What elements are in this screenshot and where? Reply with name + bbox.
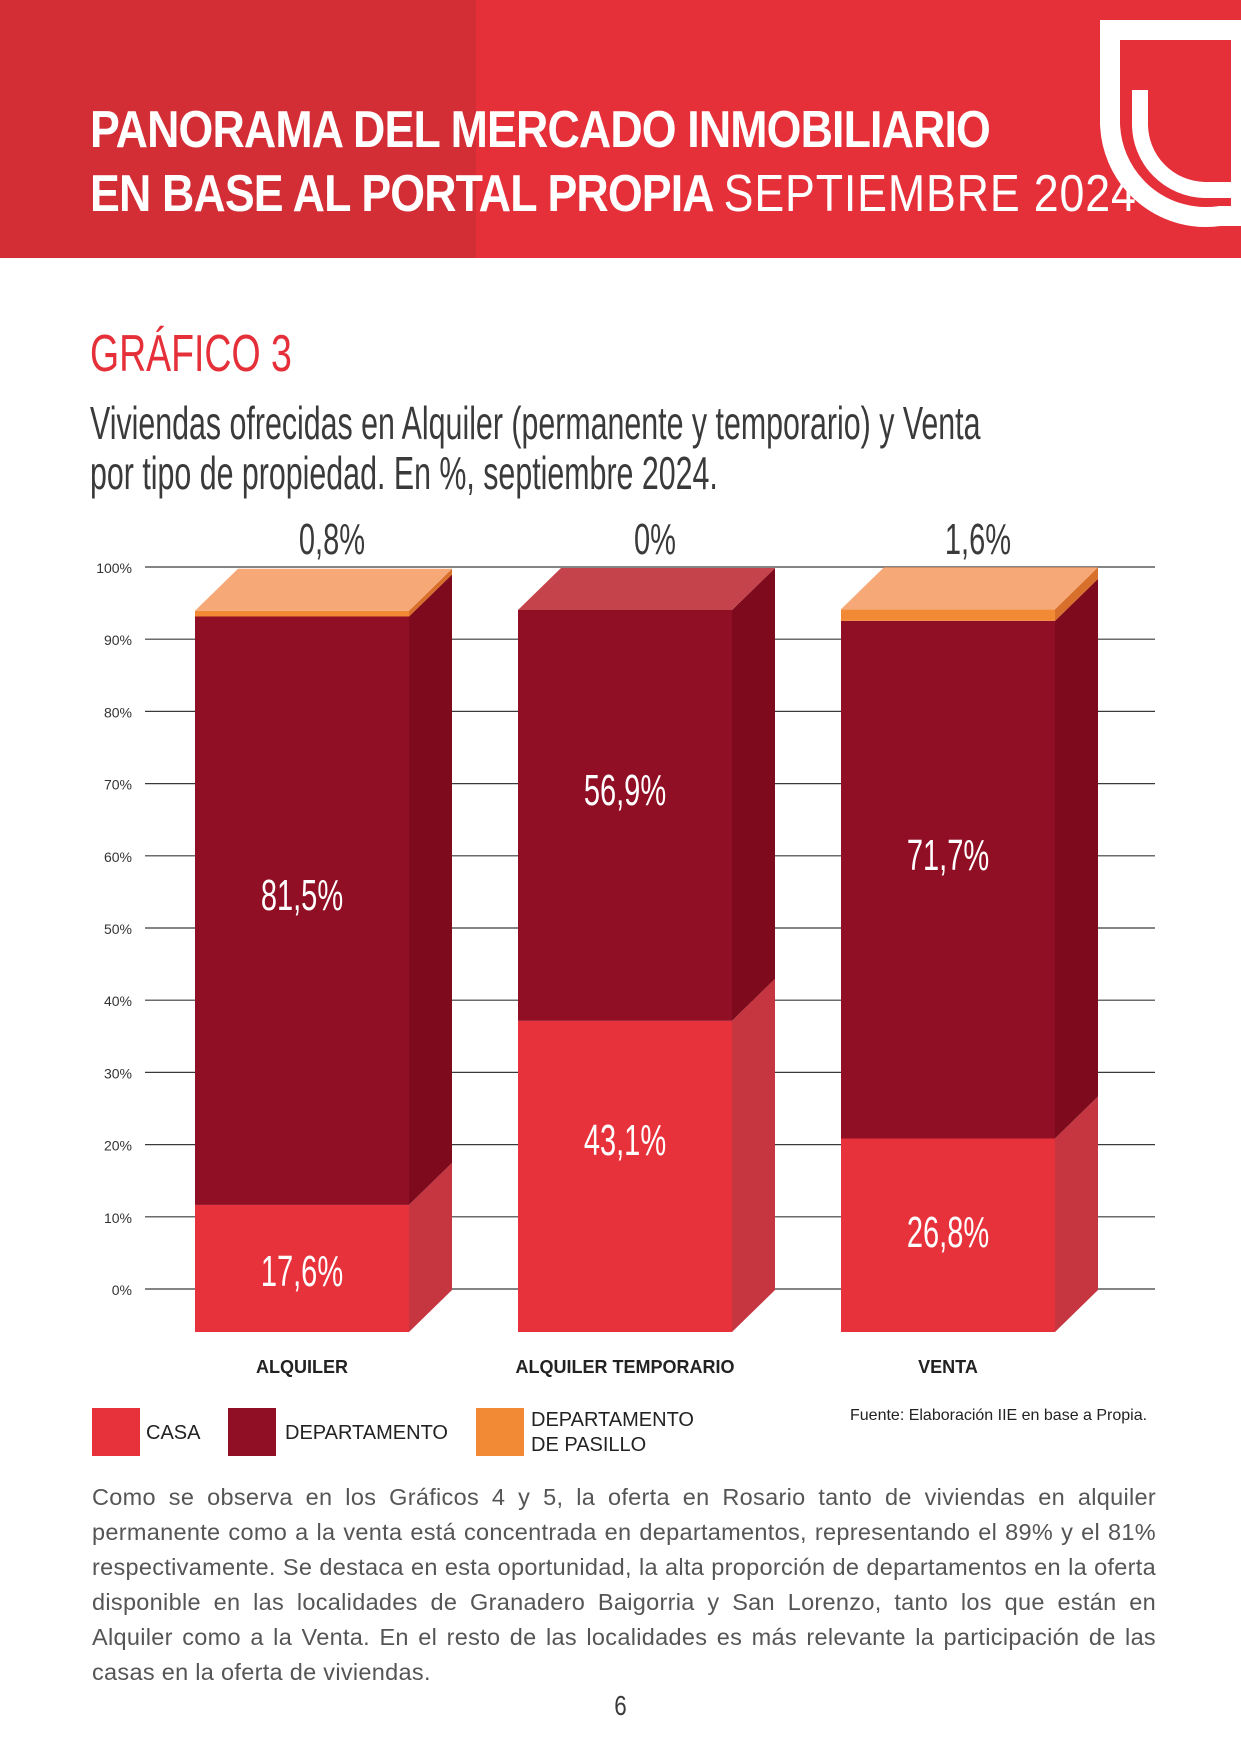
source-note: Fuente: Elaboración IIE en base a Propia… xyxy=(850,1407,1148,1424)
legend-swatch-casa xyxy=(92,1408,140,1456)
data-label: 26,8% xyxy=(907,1207,989,1257)
header-title-line2-text: EN BASE AL PORTAL PROPIA xyxy=(90,165,713,223)
bar-departamento-de-pasillo-venta xyxy=(841,609,1055,621)
header-title-line1: PANORAMA DEL MERCADO INMOBILIARIO xyxy=(90,101,991,159)
bar-side-casa xyxy=(409,1162,452,1332)
y-tick-label: 20% xyxy=(104,1138,132,1154)
y-tick-label: 100% xyxy=(96,560,132,576)
data-label: 1,6% xyxy=(945,514,1011,564)
x-category-label: VENTA xyxy=(918,1357,978,1377)
y-tick-label: 0% xyxy=(112,1282,132,1298)
bar-departamento-venta xyxy=(841,620,1055,1139)
body-paragraph: Como se observa en los Gráficos 4 y 5, l… xyxy=(92,1484,1156,1685)
bar-departamento-alquiler-temporario xyxy=(518,610,732,1021)
data-label: 71,7% xyxy=(907,830,989,880)
header-title-line2: EN BASE AL PORTAL PROPIA SEPTIEMBRE 2024 xyxy=(90,162,1137,226)
header-shade xyxy=(0,0,476,258)
legend-label-casa: CASA xyxy=(146,1422,201,1444)
bar-casa-alquiler xyxy=(195,1204,409,1332)
y-tick-label: 80% xyxy=(104,704,132,720)
bar-side-departamento xyxy=(732,568,775,1021)
header-banner: PANORAMA DEL MERCADO INMOBILIARIO EN BAS… xyxy=(0,0,1241,258)
bar-side-departamento-de-pasillo xyxy=(1055,567,1098,621)
chart-kicker: GRÁFICO 3 xyxy=(90,325,292,383)
bar-side-departamento xyxy=(1055,578,1098,1139)
y-tick-label: 60% xyxy=(104,849,132,865)
bar-casa-venta xyxy=(841,1138,1055,1332)
y-tick-label: 30% xyxy=(104,1065,132,1081)
bar-top-face xyxy=(195,568,452,611)
bar-side-casa xyxy=(1055,1096,1098,1332)
stacked-bar-chart: 0% 10% 20% 30% 40% 50% 60% 70% 80% 90% 100% 17,6% 81… xyxy=(96,514,1155,1377)
bar-side-casa xyxy=(732,978,775,1332)
legend-label-pasillo-line2: DE PASILLO xyxy=(531,1434,647,1456)
bar-side-departamento xyxy=(409,574,452,1205)
data-label: 17,6% xyxy=(261,1246,343,1296)
legend-label-pasillo-line1: DEPARTAMENTO xyxy=(531,1409,694,1431)
chart-title: Viviendas ofrecidas en Alquiler (permane… xyxy=(90,397,981,499)
header-title: PANORAMA DEL MERCADO INMOBILIARIO EN BAS… xyxy=(90,98,1137,226)
legend-label-pasillo: DEPARTAMENTO DE PASILLO xyxy=(531,1408,694,1458)
x-category-label: ALQUILER xyxy=(256,1357,348,1377)
y-tick-label: 50% xyxy=(104,921,132,937)
bar-departamento-de-pasillo-alquiler xyxy=(195,610,409,617)
legend-swatch-departamento xyxy=(228,1408,276,1456)
data-label: 81,5% xyxy=(261,870,343,920)
data-label: 0,8% xyxy=(299,514,365,564)
brand-logo-icon xyxy=(1100,20,1241,228)
y-tick-label: 10% xyxy=(104,1210,132,1226)
legend-swatch-pasillo xyxy=(476,1408,524,1456)
y-tick-label: 90% xyxy=(104,632,132,648)
data-label: 43,1% xyxy=(584,1115,666,1165)
bar-top-face xyxy=(518,568,775,610)
bar-casa-alquiler-temporario xyxy=(518,1020,732,1332)
header-title-period: SEPTIEMBRE 2024 xyxy=(723,165,1137,223)
y-tick-label: 70% xyxy=(104,777,132,793)
data-label: 0% xyxy=(634,514,676,564)
bar-side-departamento-de-pasillo xyxy=(409,568,452,617)
x-category-label: ALQUILER TEMPORARIO xyxy=(516,1357,735,1377)
legend-label-departamento: DEPARTAMENTO xyxy=(285,1422,448,1444)
bar-departamento-alquiler xyxy=(195,616,409,1205)
bar-top-face xyxy=(841,567,1098,610)
page-number: 6 xyxy=(614,1690,627,1721)
y-tick-label: 40% xyxy=(104,993,132,1009)
data-label: 56,9% xyxy=(584,765,666,815)
